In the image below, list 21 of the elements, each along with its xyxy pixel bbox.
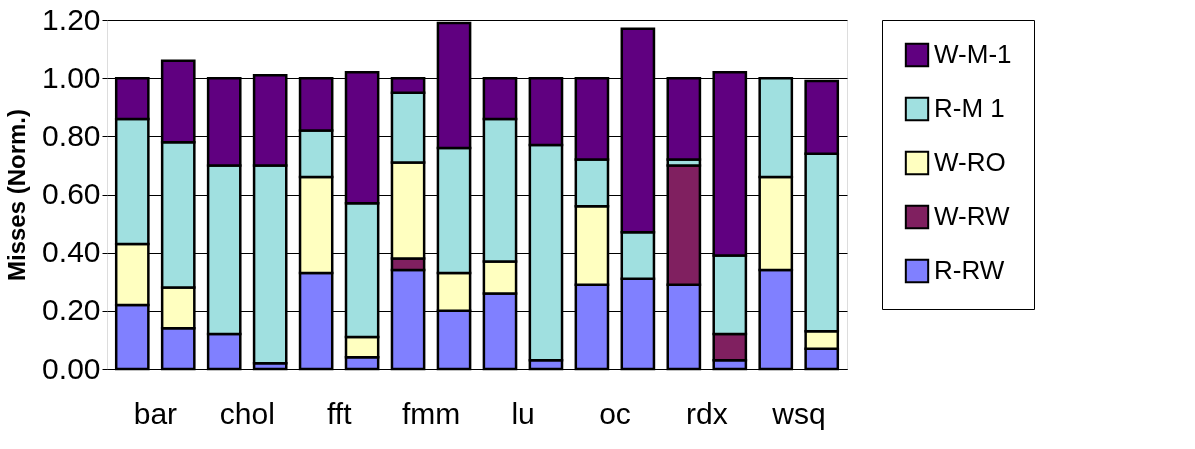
x-tick-label: bar — [133, 396, 178, 430]
y-tick-label: 0.80 — [42, 118, 101, 152]
legend-label: R-M 1 — [934, 93, 1005, 123]
x-tick-label: fft — [327, 396, 353, 430]
legend-label: W-RO — [934, 147, 1006, 177]
legend-label: R-RW — [934, 255, 1005, 285]
x-tick-label: wsq — [771, 396, 826, 430]
x-tick-label: oc — [599, 396, 631, 430]
x-tick-label: chol — [219, 396, 275, 430]
legend-label: W-M-1 — [934, 39, 1012, 69]
y-tick-label: 0.40 — [42, 235, 101, 269]
y-tick-label: 1.20 — [42, 2, 101, 36]
y-tick-label: 1.00 — [42, 60, 101, 94]
x-tick-label: lu — [511, 396, 535, 430]
y-tick-label: 0.20 — [42, 293, 101, 327]
x-tick-label: rdx — [686, 396, 728, 430]
y-tick-label: 0.60 — [42, 177, 101, 210]
legend-label: W-RW — [934, 201, 1011, 231]
y-tick-label: 0.00 — [42, 351, 101, 385]
y-axis-title: Misses (Norm.) — [3, 108, 31, 282]
x-tick-label: fmm — [402, 396, 461, 430]
